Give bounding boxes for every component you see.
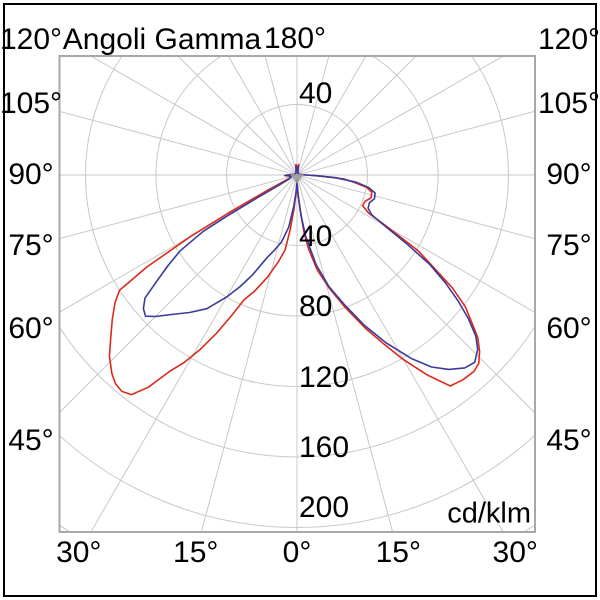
outer-border: [3, 3, 597, 597]
curves: [108, 163, 481, 396]
gamma-angle-label-bottom: 30°: [56, 536, 102, 569]
blue-curve: [142, 165, 479, 371]
plot-border: [58, 55, 536, 533]
gamma-angle-label-left: 75°: [8, 229, 54, 263]
gamma-angle-label-bottom: 15°: [173, 536, 219, 569]
radial-tick-label: 80: [299, 290, 333, 323]
gamma-angle-label-bottom: 15°: [375, 536, 421, 569]
gamma-angle-label-left: 120°: [0, 23, 63, 56]
gamma-angle-label-right: 105°: [537, 86, 600, 120]
radial-tick-label: 200: [299, 491, 350, 524]
gamma-angle-label-right: 60°: [546, 311, 592, 345]
gamma-angle-label-right: 120°: [537, 23, 600, 56]
radial-tick-label: 120: [299, 360, 350, 394]
gamma-angle-label-right: 45°: [546, 424, 592, 457]
gamma-angle-label-left: 90°: [8, 158, 54, 191]
gamma-angle-label-left: 60°: [8, 311, 54, 345]
unit-label: cd/klm: [447, 497, 531, 530]
gamma-angle-label-right: 75°: [546, 229, 592, 263]
gamma-angle-label-right: 90°: [546, 158, 592, 191]
radial-tick-label: 160: [299, 431, 350, 464]
gamma-angle-label-left: 45°: [8, 424, 54, 457]
zenith-angle-label: 180°: [263, 22, 327, 55]
gamma-angle-label-left: 105°: [0, 86, 63, 120]
radial-tick-label-above: 40: [299, 76, 333, 110]
page-title: Angoli Gamma: [62, 23, 262, 56]
gamma-angle-label-bottom: 30°: [492, 536, 538, 569]
luminaire-marker: [290, 174, 304, 184]
gamma-angle-label-bottom: 0°: [282, 536, 312, 569]
radial-tick-label: 40: [299, 219, 333, 253]
